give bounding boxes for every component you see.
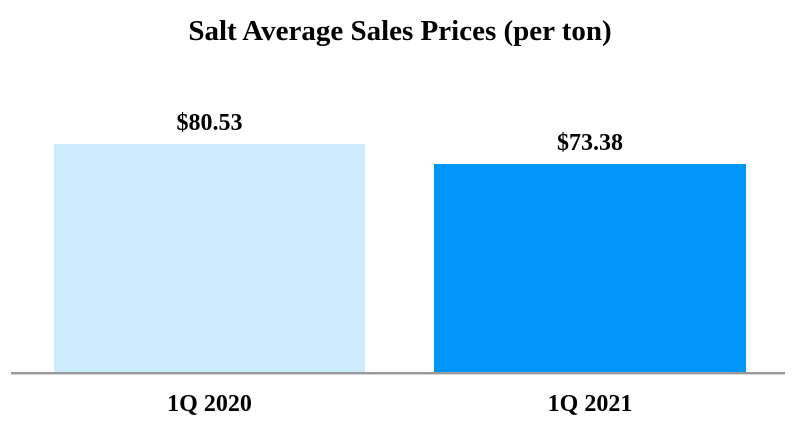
bar-1q2021 bbox=[434, 164, 746, 372]
category-label-1q2021: 1Q 2021 bbox=[547, 391, 633, 417]
bar-group-1q2021: $73.38 bbox=[434, 131, 746, 372]
x-axis-line bbox=[11, 372, 785, 375]
bar-1q2020 bbox=[54, 144, 365, 372]
value-label-1q2021: $73.38 bbox=[557, 130, 623, 156]
value-label-1q2020: $80.53 bbox=[176, 110, 243, 136]
chart-title: Salt Average Sales Prices (per ton) bbox=[188, 15, 612, 47]
bar-group-1q2020: $80.53 bbox=[54, 111, 365, 372]
category-label-1q2020: 1Q 2020 bbox=[167, 391, 252, 417]
